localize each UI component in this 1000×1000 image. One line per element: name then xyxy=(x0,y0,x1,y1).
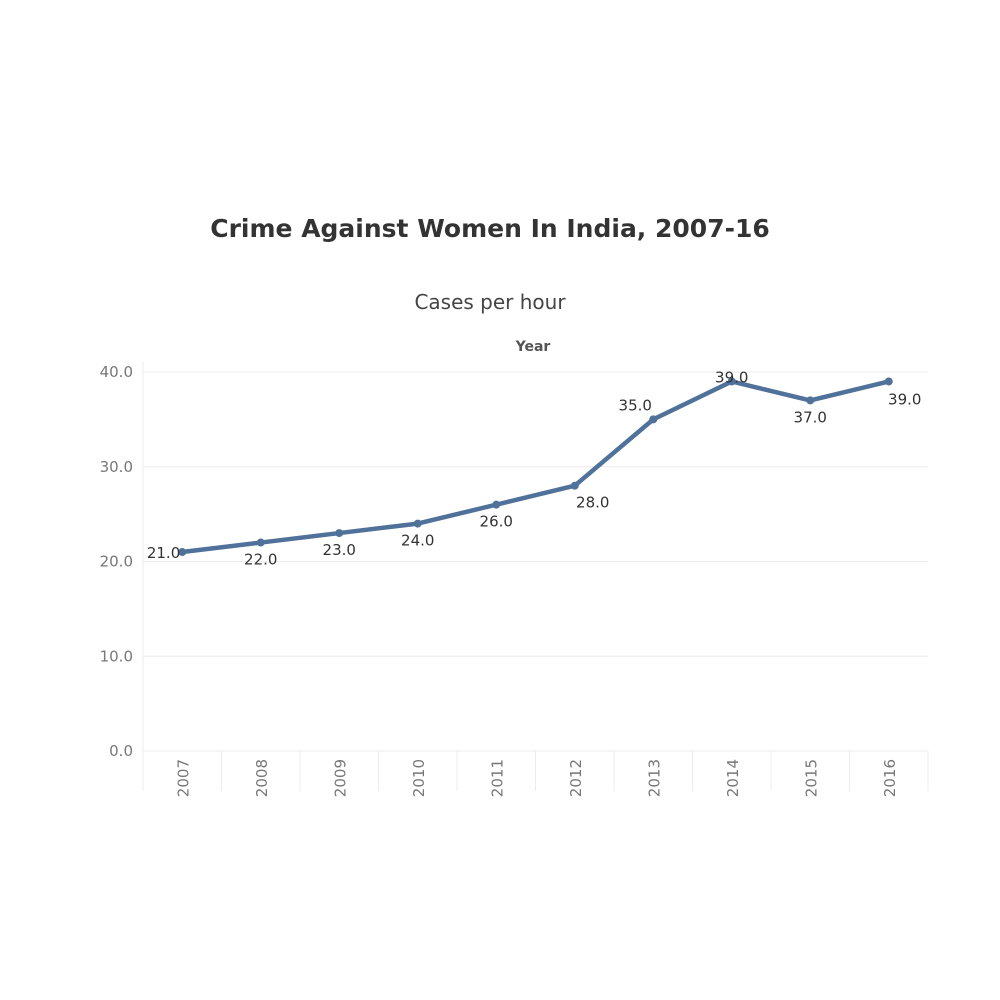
x-axis-header: Year xyxy=(515,339,551,355)
data-point xyxy=(727,377,736,386)
data-label: 39.0 xyxy=(715,368,748,386)
x-tick-label: 2012 xyxy=(567,759,585,797)
x-axis-ticks: 2007 2008 2009 2010 2011 2012 2013 2014 2015 2016 xyxy=(174,759,899,797)
data-label: 24.0 xyxy=(401,532,434,550)
data-label: 35.0 xyxy=(619,396,652,414)
data-label: 28.0 xyxy=(576,494,609,512)
x-tick-label: 2008 xyxy=(253,759,271,797)
data-point xyxy=(178,548,187,557)
x-tick-label: 2014 xyxy=(724,759,742,797)
y-axis-ticks: 0.0 10.0 20.0 30.0 40.0 xyxy=(100,363,133,760)
data-labels: 21.0 22.0 23.0 24.0 26.0 28.0 35.0 39.0 37.0 39.0 xyxy=(147,368,922,568)
data-label: 22.0 xyxy=(244,551,277,569)
x-tick-label: 2016 xyxy=(881,759,899,797)
series-line-group xyxy=(178,377,893,557)
data-point xyxy=(335,529,344,538)
data-point xyxy=(570,481,579,490)
y-tick-label: 0.0 xyxy=(109,742,133,760)
y-tick-label: 10.0 xyxy=(100,647,133,665)
data-point xyxy=(649,415,658,424)
data-point xyxy=(413,519,422,528)
data-point xyxy=(492,500,501,509)
y-tick-label: 40.0 xyxy=(100,363,133,381)
x-tick-label: 2011 xyxy=(488,759,506,797)
x-tick-label: 2010 xyxy=(410,759,428,797)
data-point xyxy=(256,538,265,547)
chart-subtitle: Cases per hour xyxy=(414,290,566,314)
data-label: 26.0 xyxy=(480,513,513,531)
series-line xyxy=(180,379,891,555)
data-label: 37.0 xyxy=(794,408,827,426)
data-label: 21.0 xyxy=(147,544,180,562)
data-point xyxy=(884,377,893,386)
x-tick-label: 2015 xyxy=(802,759,820,797)
y-tick-label: 20.0 xyxy=(100,553,133,571)
chart-title: Crime Against Women In India, 2007-16 xyxy=(210,214,770,243)
x-tick-label: 2013 xyxy=(645,759,663,797)
data-point xyxy=(806,396,815,405)
gridlines xyxy=(142,362,929,791)
x-tick-label: 2009 xyxy=(331,759,349,797)
y-tick-label: 30.0 xyxy=(100,458,133,476)
data-label: 23.0 xyxy=(323,541,356,559)
data-label: 39.0 xyxy=(888,390,921,408)
x-tick-label: 2007 xyxy=(174,759,192,797)
